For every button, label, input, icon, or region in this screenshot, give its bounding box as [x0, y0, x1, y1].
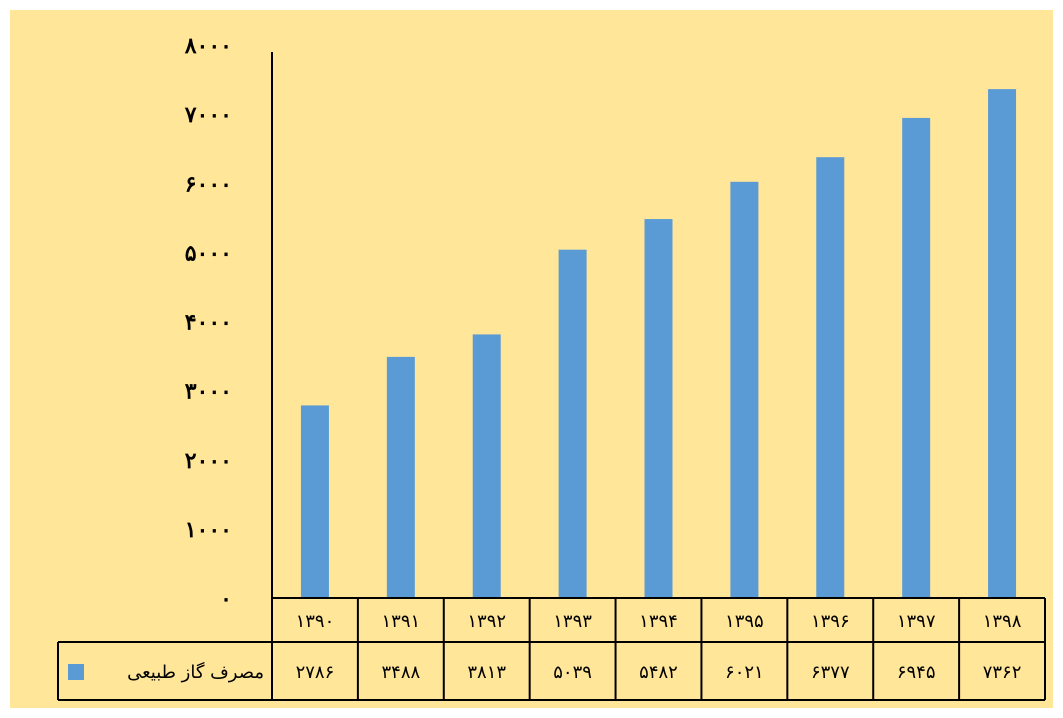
data-label: ۵۰۳۹ — [553, 662, 592, 683]
bar — [988, 89, 1017, 599]
bar — [558, 249, 587, 598]
x-tick-label: ۱۳۹۶ — [811, 611, 850, 632]
data-label: ۳۸۱۳ — [467, 662, 506, 683]
bar — [816, 157, 845, 598]
y-tick-label: ۸۰۰۰ — [184, 33, 232, 59]
data-table: ۱۳۹۰ ۱۳۹۱ ۱۳۹۲ ۱۳۹۳ ۱۳۹۴ ۱۳۹۵ ۱۳۹۶ ۱۳۹۷ ۱۳۹۸ ۲۷۸۶… — [57, 597, 1046, 701]
x-tick-label: ۱۳۹۸ — [983, 611, 1022, 632]
y-tick-label: ۳۰۰۰ — [185, 379, 232, 405]
y-tick-label: ۰ — [220, 586, 232, 612]
bar — [300, 405, 329, 598]
y-tick-label: ۵۰۰۰ — [185, 240, 232, 266]
chart-background — [10, 10, 1053, 708]
data-label: ۷۳۶۲ — [983, 662, 1022, 683]
data-label: ۶۳۷۷ — [811, 662, 850, 683]
bar — [386, 356, 415, 598]
y-axis-tick-labels: ۰ ۱۰۰۰ ۲۰۰۰ ۳۰۰۰ ۴۰۰۰ ۵۰۰۰ ۶۰۰۰ ۷۰۰۰ ۸۰۰۰ — [184, 33, 232, 612]
data-label: ۵۴۸۲ — [639, 662, 678, 683]
bar — [644, 219, 673, 598]
x-tick-label: ۱۳۹۴ — [639, 611, 678, 632]
x-tick-label: ۱۳۹۱ — [381, 611, 420, 632]
y-tick-label: ۲۰۰۰ — [185, 448, 232, 474]
data-label: ۶۹۴۵ — [897, 662, 936, 683]
x-tick-label: ۱۳۹۷ — [897, 611, 936, 632]
legend-swatch — [68, 664, 84, 680]
x-tick-label: ۱۳۹۳ — [553, 611, 592, 632]
x-tick-label: ۱۳۹۵ — [725, 611, 764, 632]
y-tick-label: ۶۰۰۰ — [185, 171, 232, 197]
bar — [472, 334, 501, 598]
bar — [730, 181, 759, 598]
y-tick-label: ۴۰۰۰ — [185, 310, 232, 336]
legend-label: مصرف گاز طبیعی — [127, 661, 264, 683]
x-tick-label: ۱۳۹۰ — [296, 611, 335, 632]
data-label: ۲۷۸۶ — [296, 662, 335, 683]
y-tick-label: ۷۰۰۰ — [184, 102, 232, 128]
data-label: ۶۰۲۱ — [725, 662, 764, 683]
y-tick-label: ۱۰۰۰ — [185, 517, 232, 543]
data-label: ۳۴۸۸ — [381, 662, 420, 683]
bar-group — [300, 89, 1017, 599]
bar — [902, 117, 931, 598]
x-tick-label: ۱۳۹۲ — [467, 611, 506, 632]
